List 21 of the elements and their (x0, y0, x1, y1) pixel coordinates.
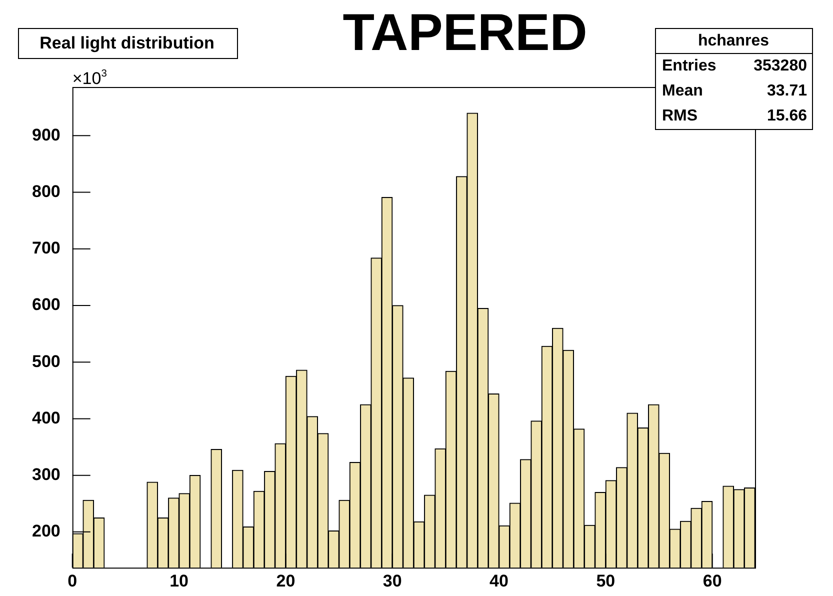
y-tick-label: 500 (32, 352, 60, 371)
y-tick-label: 300 (32, 465, 60, 484)
text: Entries 353280 (662, 57, 807, 74)
x-tick-label: 30 (382, 571, 402, 590)
chart-title: TAPERED (342, 4, 588, 62)
y-tick-label: 600 (32, 295, 60, 314)
text: hchanres (698, 32, 770, 50)
text: RMS 15.66 (662, 107, 807, 124)
y-tick-label: 900 (32, 125, 60, 144)
x-tick-label: 60 (702, 571, 722, 590)
y-tick-label: 400 (32, 408, 60, 428)
y-tick-label: 200 (32, 522, 60, 541)
x-tick-label: 0 (68, 571, 78, 590)
x-tick-label: 10 (170, 571, 188, 590)
y-tick-label: 700 (32, 238, 60, 258)
y-tick-label: 800 (32, 182, 60, 201)
text: Mean 33.71 (662, 82, 807, 100)
chart-subtitle: Real light distribution (40, 34, 214, 53)
x-tick-label: 50 (596, 571, 616, 590)
x-tick-label: 40 (490, 571, 508, 590)
x-tick-label: 20 (276, 571, 296, 590)
